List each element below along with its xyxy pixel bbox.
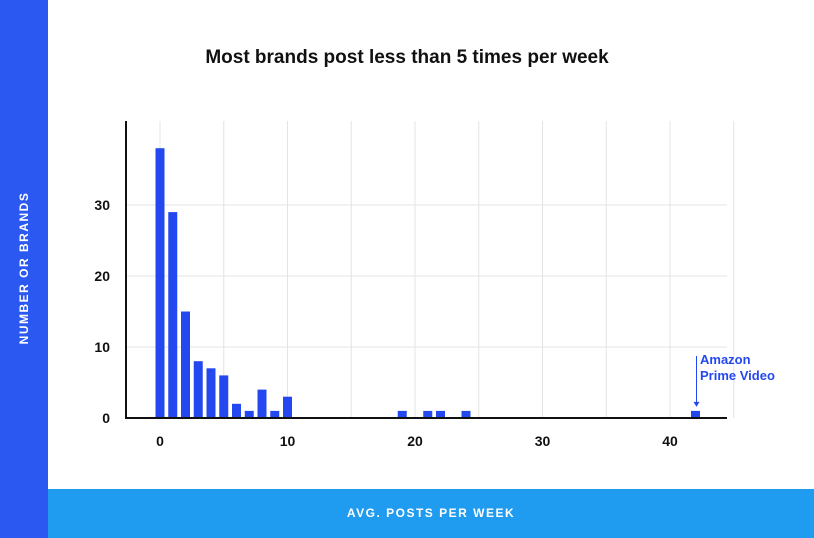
x-tick-label: 20: [407, 433, 423, 449]
x-tick-label: 30: [535, 433, 551, 449]
grid-lines: [126, 121, 735, 418]
annotation-label: Amazon: [700, 352, 751, 367]
bar: [423, 410, 433, 418]
bar: [155, 148, 165, 418]
x-axis-band: AVG. POSTS PER WEEK: [48, 489, 814, 538]
bar: [232, 403, 241, 418]
y-tick-label: 20: [94, 268, 110, 284]
bars: [155, 148, 700, 418]
bar: [270, 410, 280, 418]
x-axis-label: AVG. POSTS PER WEEK: [346, 506, 516, 520]
bar: [257, 389, 267, 418]
bar: [436, 410, 445, 418]
bar: [206, 368, 216, 418]
y-tick-label: 0: [102, 410, 110, 426]
bar: [168, 212, 178, 418]
bar: [244, 410, 254, 418]
bar: [691, 410, 700, 418]
y-axis-band: NUMBER OR BRANDS: [0, 0, 48, 538]
bar: [397, 410, 407, 418]
x-tick-label: 40: [662, 433, 678, 449]
bar: [219, 375, 229, 418]
bar: [181, 311, 190, 418]
bar: [283, 396, 292, 418]
chart-title: Most brands post less than 5 times per w…: [205, 47, 609, 68]
bar: [461, 410, 471, 418]
bar: [193, 361, 203, 418]
annotation-label: Prime Video: [700, 368, 775, 383]
x-tick-label: 0: [156, 433, 164, 449]
annotation-arrow-head: [693, 401, 700, 407]
y-tick-label: 30: [94, 197, 110, 213]
x-tick-label: 10: [280, 433, 296, 449]
y-tick-label: 10: [94, 339, 110, 355]
axes: [125, 121, 727, 419]
tick-labels: 0 10 20 30 40 0 10 20 30: [94, 197, 678, 449]
